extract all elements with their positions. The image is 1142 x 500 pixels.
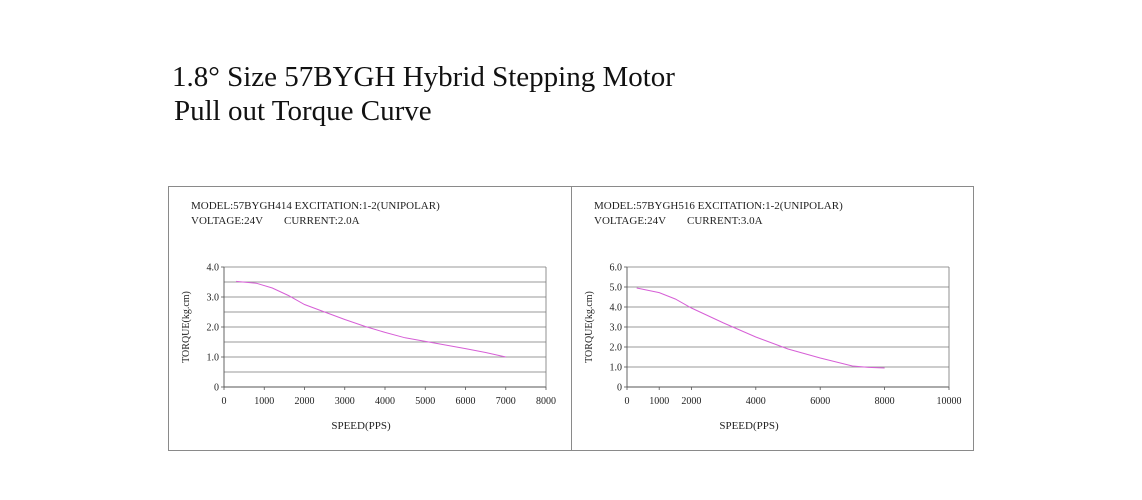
y-tick-label: 3.0 [610, 323, 623, 334]
torque-curve-line [636, 287, 885, 369]
x-tick-label: 5000 [415, 396, 435, 407]
chart-header-model: MODEL:57BYGH414 EXCITATION:1-2(UNIPOLAR) [191, 200, 440, 212]
y-tick-label: 1.0 [207, 353, 220, 364]
y-tick-label: 1.0 [610, 363, 623, 374]
y-tick-label: 6.0 [610, 263, 623, 274]
x-axis-label: SPEED(PPS) [331, 420, 391, 432]
x-tick-label: 0 [625, 396, 630, 407]
x-tick-label: 8000 [875, 396, 895, 407]
chart-header-current: CURRENT:3.0A [687, 215, 763, 227]
chart-header-voltage: VOLTAGE:24V [594, 215, 666, 227]
torque-curve-line [236, 280, 506, 358]
chart-header-model: MODEL:57BYGH516 EXCITATION:1-2(UNIPOLAR) [594, 200, 843, 212]
plot-area: 0 1.0 2.0 3.0 4.0 0 1000 2000 3000 4000 5000 6000 70… [207, 263, 557, 408]
x-tick-label: 0 [222, 396, 227, 407]
x-tick-label: 6000 [810, 396, 830, 407]
y-tick-label: 2.0 [610, 343, 623, 354]
y-axis-label: TORQUE(kg.cm) [181, 291, 192, 363]
chart-header-current: CURRENT:2.0A [284, 215, 360, 227]
page-title: 1.8° Size 57BYGH Hybrid Stepping Motor P… [172, 60, 675, 128]
y-tick-label: 3.0 [207, 293, 220, 304]
y-tick-label: 5.0 [610, 283, 623, 294]
x-tick-label: 2000 [295, 396, 315, 407]
x-tick-label: 7000 [496, 396, 516, 407]
torque-chart-57bygh414: MODEL:57BYGH414 EXCITATION:1-2(UNIPOLAR)… [181, 200, 557, 432]
title-line-1: 1.8° Size 57BYGH Hybrid Stepping Motor [172, 61, 675, 93]
plot-area: 0 1.0 2.0 3.0 4.0 5.0 6.0 0 1000 2000 4000 6000 8000… [610, 263, 962, 408]
chart-header-voltage: VOLTAGE:24V [191, 215, 263, 227]
y-axis-label: TORQUE(kg.cm) [584, 291, 595, 363]
x-tick-label: 1000 [649, 396, 669, 407]
title-line-2: Pull out Torque Curve [174, 95, 432, 127]
x-axis-label: SPEED(PPS) [719, 420, 779, 432]
x-tick-label: 6000 [456, 396, 476, 407]
panel-divider [571, 187, 572, 450]
y-tick-label: 4.0 [207, 263, 220, 274]
torque-chart-57bygh516: MODEL:57BYGH516 EXCITATION:1-2(UNIPOLAR)… [584, 200, 962, 432]
charts-frame: MODEL:57BYGH414 EXCITATION:1-2(UNIPOLAR)… [168, 186, 974, 451]
x-tick-label: 4000 [746, 396, 766, 407]
y-tick-label: 2.0 [207, 323, 220, 334]
y-tick-label: 4.0 [610, 303, 623, 314]
x-tick-label: 1000 [254, 396, 274, 407]
x-tick-label: 10000 [937, 396, 962, 407]
x-tick-label: 4000 [375, 396, 395, 407]
y-tick-label: 0 [617, 383, 622, 394]
y-tick-label: 0 [214, 383, 219, 394]
x-tick-label: 8000 [536, 396, 556, 407]
x-tick-label: 2000 [681, 396, 701, 407]
x-tick-label: 3000 [335, 396, 355, 407]
